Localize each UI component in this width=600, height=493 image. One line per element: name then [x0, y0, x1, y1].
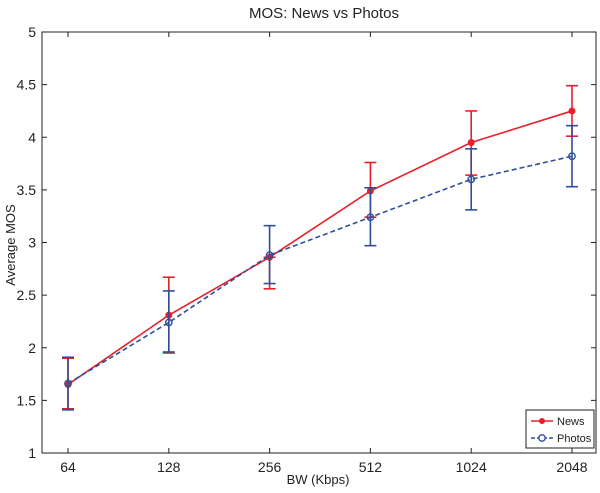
chart-title: MOS: News vs Photos: [249, 5, 399, 22]
x-tick-label: 256: [258, 459, 282, 475]
photos-series-line: [67, 155, 573, 385]
y-tick-label: 3: [28, 235, 36, 251]
y-tick-label: 2: [28, 340, 36, 356]
photos-point: [265, 251, 274, 260]
news-point: [568, 107, 576, 115]
x-tick-label: 64: [60, 459, 76, 475]
y-tick-label: 1.5: [17, 392, 37, 408]
y-tick-label: 4: [28, 129, 36, 145]
x-tick-label: 128: [157, 459, 181, 475]
legend-news-label: News: [557, 416, 585, 428]
y-tick-label: 4.5: [17, 77, 37, 93]
x-tick-label: 1024: [456, 459, 487, 475]
y-axis-label: Average MOS: [3, 204, 18, 286]
legend-news-marker: [539, 418, 545, 424]
legend-box: [525, 409, 595, 449]
photos-point: [568, 152, 576, 161]
photos-point: [164, 318, 173, 327]
x-axis-label: BW (Kbps): [287, 472, 350, 487]
y-tick-label: 5: [28, 24, 36, 40]
plot-frame: [41, 31, 597, 454]
legend-photos-marker: [538, 434, 546, 442]
y-tick-label: 1: [28, 445, 36, 461]
y-tick-label: 2.5: [17, 287, 37, 303]
photos-point: [467, 175, 476, 184]
news-point: [467, 139, 475, 147]
x-tick-label: 512: [359, 459, 383, 475]
photos-point: [64, 379, 72, 388]
news-series-line: [67, 110, 573, 386]
y-tick-label: 3.5: [17, 182, 37, 198]
x-tick-label: 2048: [556, 459, 587, 475]
legend-photos-label: Photos: [557, 433, 592, 445]
photos-point: [366, 213, 375, 222]
